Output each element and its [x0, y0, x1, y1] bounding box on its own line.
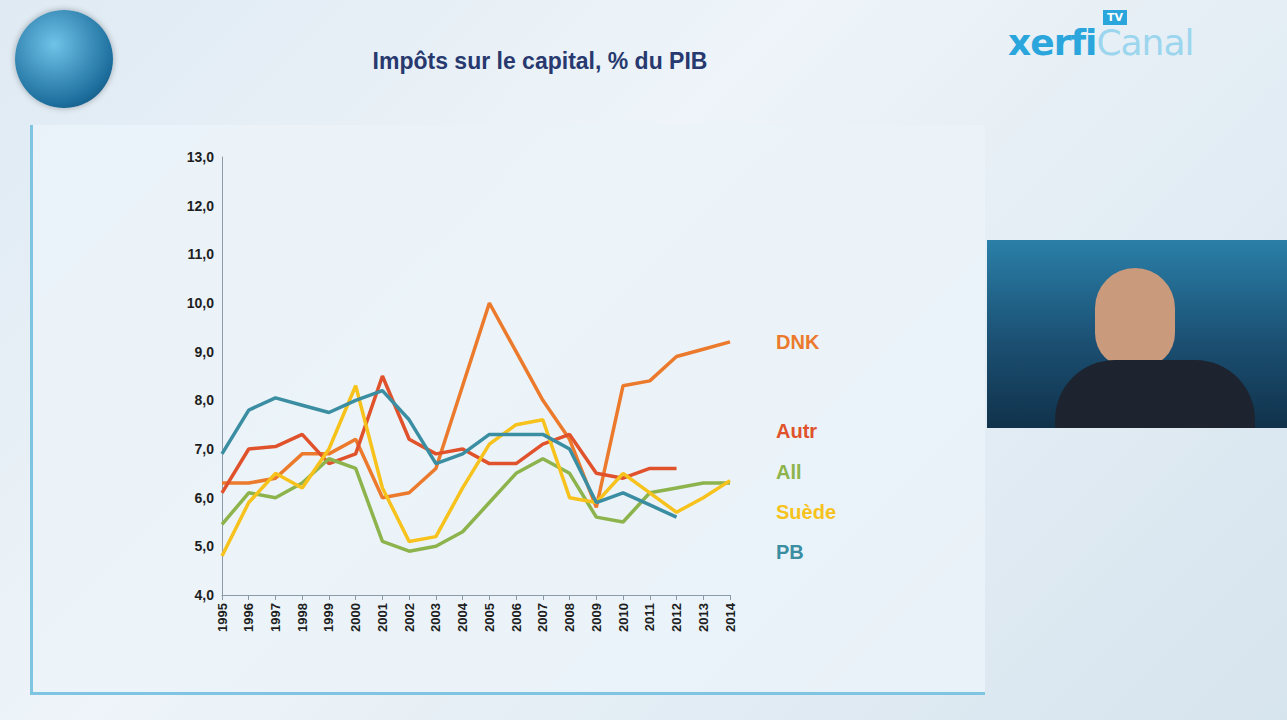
html-text:xerfi Canal: xerfi Canal [1008, 22, 1194, 63]
svg-text:2006: 2006 [509, 603, 524, 632]
svg-text:2002: 2002 [402, 603, 417, 632]
svg-text:7,0: 7,0 [195, 441, 215, 457]
svg-text:PB: PB [776, 541, 804, 563]
svg-text:2011: 2011 [642, 603, 657, 631]
svg-text:All: All [776, 461, 802, 483]
svg-text:2007: 2007 [535, 603, 550, 632]
svg-text:12,0: 12,0 [187, 198, 214, 214]
svg-text:4,0: 4,0 [195, 587, 215, 603]
svg-text:2013: 2013 [696, 603, 711, 632]
svg-text:2014: 2014 [723, 602, 738, 632]
svg-text:5,0: 5,0 [195, 538, 215, 554]
svg-text:Suède: Suède [776, 501, 836, 523]
svg-text:6,0: 6,0 [195, 490, 215, 506]
svg-text:2012: 2012 [669, 603, 684, 632]
svg-text:2005: 2005 [482, 603, 497, 632]
svg-text:Autr: Autr [776, 420, 817, 442]
svg-text:13,0: 13,0 [187, 149, 214, 165]
svg-text:2009: 2009 [589, 603, 604, 632]
svg-text:2008: 2008 [562, 603, 577, 632]
svg-text:Impôts sur le capital, % du PI: Impôts sur le capital, % du PIB [373, 48, 708, 74]
svg-text:1996: 1996 [241, 603, 256, 632]
svg-text:9,0: 9,0 [195, 344, 215, 360]
html-text:TV: TV [1107, 11, 1123, 24]
svg-text:2003: 2003 [428, 603, 443, 632]
svg-text:11,0: 11,0 [188, 246, 215, 262]
svg-text:2004: 2004 [455, 602, 470, 632]
svg-text:2000: 2000 [348, 603, 363, 632]
svg-text:1995: 1995 [215, 603, 230, 632]
svg-text:1998: 1998 [295, 603, 310, 632]
svg-text:1999: 1999 [321, 603, 336, 632]
svg-text:2010: 2010 [616, 603, 631, 632]
svg-text:10,0: 10,0 [187, 295, 214, 311]
svg-text:2001: 2001 [375, 603, 390, 632]
svg-text:1997: 1997 [268, 603, 283, 632]
svg-text:DNK: DNK [776, 331, 820, 353]
svg-text:8,0: 8,0 [195, 392, 215, 408]
